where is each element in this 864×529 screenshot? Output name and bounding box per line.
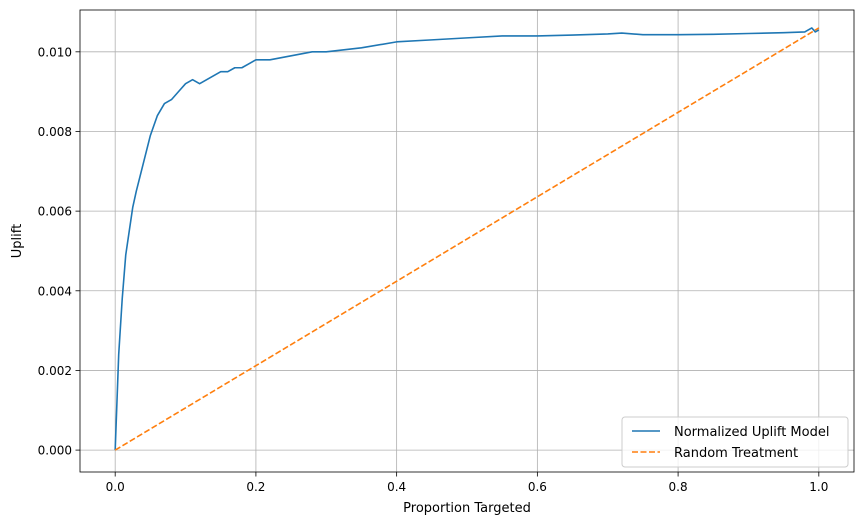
x-tick-label: 0.8: [669, 480, 688, 494]
legend-box: [621, 416, 849, 468]
legend-label-normalized-uplift-model: Normalized Uplift Model: [674, 425, 829, 440]
x-tick-label: 0.0: [106, 480, 125, 494]
legend: Normalized Uplift Model Random Treatment: [621, 416, 849, 468]
x-tick-label: 0.2: [246, 480, 265, 494]
plot-frame: [79, 9, 855, 473]
x-axis-label: Proportion Targeted: [403, 501, 531, 516]
plot-area-background: [80, 10, 854, 472]
y-tick-label: 0.008: [38, 125, 72, 139]
series-line-random-treatment: [114, 27, 820, 451]
x-tick-label: 1.0: [809, 480, 828, 494]
y-tick-label: 0.010: [38, 45, 72, 59]
ticks-layer: 0.0 0.2 0.4 0.6 0.8 1.0 0.000 0.002 0.004 0.006 0.…: [38, 45, 829, 494]
y-axis-label: Uplift: [10, 224, 25, 258]
y-tick-label: 0.006: [38, 205, 72, 219]
legend-label-random-treatment: Random Treatment: [674, 446, 798, 461]
x-tick-label: 0.4: [387, 480, 406, 494]
series-layer: [114, 27, 820, 451]
y-tick-label: 0.000: [38, 444, 72, 458]
x-tick-label: 0.6: [528, 480, 547, 494]
y-tick-label: 0.004: [38, 284, 72, 298]
series-line-normalized-uplift-model: [114, 27, 820, 451]
y-tick-label: 0.002: [38, 364, 72, 378]
